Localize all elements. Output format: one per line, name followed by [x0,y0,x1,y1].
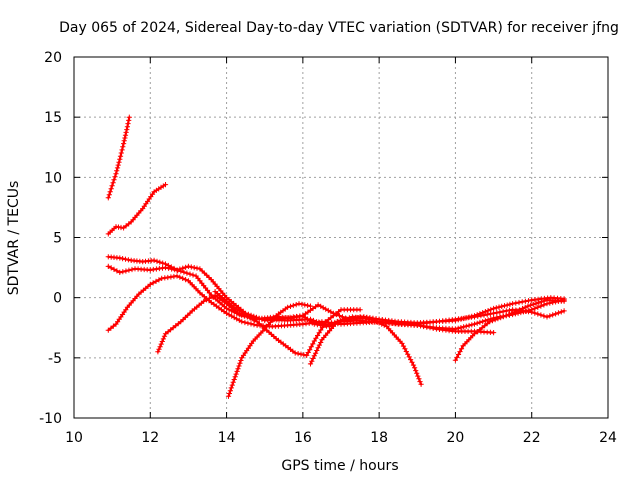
x-tick-label: 24 [599,430,617,446]
series-s9 [307,314,424,387]
series-s1 [105,114,132,201]
axis-ticks: 10 12 14 16 18 20 22 24 -10 -5 0 5 10 15 20 [39,50,617,446]
series-markers [212,289,363,358]
x-tick-label: 14 [218,430,236,446]
series-markers [105,182,169,237]
data-series-group [105,114,567,399]
x-tick-label: 16 [294,430,312,446]
x-tick-label: 12 [141,430,159,446]
y-tick-label: 10 [44,170,62,186]
y-tick-label: 20 [44,50,62,66]
y-axis-label: SDTVAR / TECUs [6,181,22,296]
x-tick-label: 10 [65,430,83,446]
series-s2 [105,182,169,237]
y-tick-label: 0 [53,291,62,307]
series-s10 [452,297,567,363]
x-tick-label: 20 [447,430,465,446]
series-s8 [212,289,363,358]
series-markers [452,297,567,363]
series-markers [225,301,314,399]
chart-title: Day 065 of 2024, Sidereal Day-to-day VTE… [59,20,619,36]
y-tick-label: -10 [39,411,62,427]
series-markers [307,314,424,387]
series-markers [105,114,132,201]
x-tick-label: 18 [370,430,388,446]
x-axis-label: GPS time / hours [281,458,398,474]
y-tick-label: -5 [48,351,62,367]
x-tick-label: 22 [523,430,541,446]
y-tick-label: 15 [44,110,62,126]
y-tick-label: 5 [53,231,62,247]
grid-lines [74,57,608,418]
